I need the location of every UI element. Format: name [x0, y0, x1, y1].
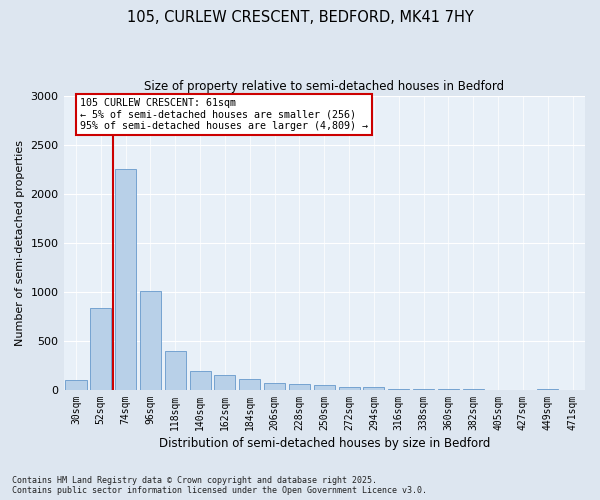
- Bar: [314, 385, 335, 390]
- Title: Size of property relative to semi-detached houses in Bedford: Size of property relative to semi-detach…: [144, 80, 505, 93]
- Text: 105 CURLEW CRESCENT: 61sqm
← 5% of semi-detached houses are smaller (256)
95% of: 105 CURLEW CRESCENT: 61sqm ← 5% of semi-…: [80, 98, 368, 130]
- Bar: [289, 384, 310, 390]
- Bar: [388, 389, 409, 390]
- X-axis label: Distribution of semi-detached houses by size in Bedford: Distribution of semi-detached houses by …: [158, 437, 490, 450]
- Bar: [364, 388, 385, 390]
- Text: 105, CURLEW CRESCENT, BEDFORD, MK41 7HY: 105, CURLEW CRESCENT, BEDFORD, MK41 7HY: [127, 10, 473, 25]
- Bar: [65, 380, 86, 390]
- Y-axis label: Number of semi-detached properties: Number of semi-detached properties: [15, 140, 25, 346]
- Bar: [115, 169, 136, 390]
- Bar: [264, 382, 285, 390]
- Text: Contains HM Land Registry data © Crown copyright and database right 2025.
Contai: Contains HM Land Registry data © Crown c…: [12, 476, 427, 495]
- Bar: [214, 375, 235, 390]
- Bar: [338, 386, 359, 390]
- Bar: [90, 308, 112, 390]
- Bar: [165, 350, 186, 390]
- Bar: [190, 371, 211, 390]
- Bar: [239, 379, 260, 390]
- Bar: [140, 291, 161, 390]
